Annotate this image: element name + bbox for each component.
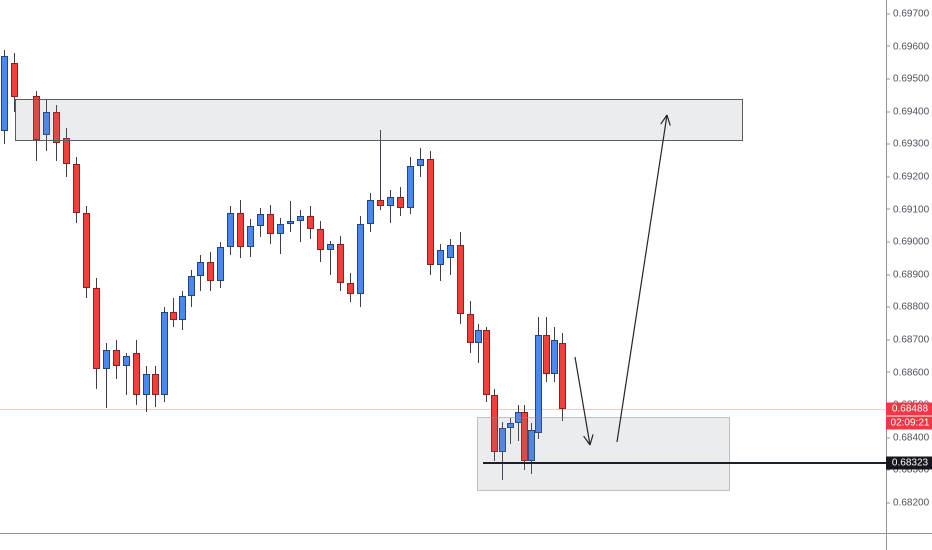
candle-down xyxy=(10,62,18,98)
candle-down xyxy=(112,349,120,367)
price-axis-label: 0.69200 xyxy=(886,172,929,183)
candle-down xyxy=(336,243,344,283)
candle-down xyxy=(376,199,384,207)
price-axis-label: 0.68900 xyxy=(886,269,929,280)
price-axis-label: 0.69100 xyxy=(886,204,929,215)
price-axis-label: 0.68700 xyxy=(886,335,929,346)
candle-wick xyxy=(299,209,301,243)
price-axis-label: 0.69300 xyxy=(886,139,929,150)
candle-down xyxy=(72,163,80,213)
candle-wick xyxy=(279,217,281,254)
candle-down xyxy=(482,330,490,396)
supply-zone[interactable] xyxy=(15,99,743,142)
candle-down xyxy=(396,196,404,208)
demand-zone[interactable] xyxy=(477,416,730,491)
candle-up xyxy=(386,196,394,207)
candle-down xyxy=(558,343,566,410)
support-level-line[interactable] xyxy=(483,461,886,464)
candle-wick xyxy=(509,418,511,445)
candle-wick xyxy=(289,201,291,233)
projection-up-arrow[interactable] xyxy=(616,114,671,443)
candle-up xyxy=(498,428,506,453)
candle-up xyxy=(142,374,150,396)
candle-up xyxy=(256,214,264,226)
candle-up xyxy=(216,247,224,282)
candle-down xyxy=(542,335,550,375)
chart-pane[interactable] xyxy=(0,0,886,533)
candle-up xyxy=(534,335,542,433)
candle-up xyxy=(196,261,204,277)
candle-down xyxy=(490,395,498,453)
candle-up xyxy=(436,250,444,265)
candle-up xyxy=(296,216,304,221)
candle-up xyxy=(102,349,110,370)
price-axis-label: 0.68600 xyxy=(886,367,929,378)
price-axis-label: 0.69600 xyxy=(886,41,929,52)
current-price-line xyxy=(0,409,886,411)
candle-down xyxy=(52,111,60,143)
candle-wick xyxy=(329,240,331,275)
candle-down xyxy=(82,212,90,288)
price-axis-label: 0.68400 xyxy=(886,432,929,443)
candle-down xyxy=(346,282,354,295)
candle-wick xyxy=(379,129,381,210)
candle-down xyxy=(236,212,244,248)
candle-up xyxy=(122,356,130,367)
time-axis[interactable]: 815:00131515:00202215:002729Feb xyxy=(0,533,932,550)
candle-up xyxy=(0,56,8,132)
candle-down xyxy=(32,95,40,140)
candle-up xyxy=(160,312,168,396)
candle-wick xyxy=(125,353,127,396)
support-price-badge: 0.68323 xyxy=(886,456,932,470)
price-axis-label: 0.69500 xyxy=(886,74,929,85)
candle-down xyxy=(316,229,324,251)
candle-up xyxy=(446,245,454,259)
candle-down xyxy=(92,287,100,370)
candle-up xyxy=(178,295,186,321)
candle-up xyxy=(506,423,514,428)
candle-wick xyxy=(105,343,107,409)
candle-down xyxy=(132,353,140,396)
candle-up xyxy=(474,330,482,344)
candle-up xyxy=(187,276,195,296)
price-axis-label: 0.69400 xyxy=(886,106,929,117)
price-axis-border xyxy=(886,0,887,550)
price-axis-label: 0.69700 xyxy=(886,9,929,20)
candle-up xyxy=(416,159,424,166)
candle-wick xyxy=(172,297,174,327)
candle-down xyxy=(62,137,70,164)
candle-wick xyxy=(389,190,391,223)
candle-down xyxy=(306,216,314,230)
price-axis-label: 0.68300 xyxy=(886,465,929,476)
candle-up xyxy=(406,165,414,208)
time-axis-border xyxy=(0,533,932,534)
price-axis-label: 0.68200 xyxy=(886,498,929,509)
candle-down xyxy=(266,214,274,235)
candle-down xyxy=(206,261,214,282)
candle-down xyxy=(151,374,159,396)
candle-up xyxy=(527,429,535,461)
candle-down xyxy=(169,312,177,321)
candle-up xyxy=(42,111,50,135)
candle-up xyxy=(550,340,558,375)
candle-up xyxy=(286,221,294,225)
projection-down-arrow[interactable] xyxy=(574,356,594,446)
price-axis[interactable]: 0.69700 0.69600 0.69500 0.69400 0.69300 0.692… xyxy=(886,0,932,533)
bar-countdown-badge[interactable]: 02:09:21 xyxy=(886,416,932,430)
arrow-drawings[interactable] xyxy=(0,0,886,533)
candle-up xyxy=(366,199,374,225)
candle-up xyxy=(226,212,234,248)
price-axis-label: 0.69000 xyxy=(886,237,929,248)
candle-down xyxy=(456,245,464,314)
candle-down xyxy=(426,159,434,265)
candle-up xyxy=(276,224,284,235)
price-axis-label: 0.68800 xyxy=(886,302,929,313)
candle-up xyxy=(326,243,334,251)
current-price-badge: 0.68488 xyxy=(886,402,932,416)
candle-up xyxy=(246,225,254,248)
candle-down xyxy=(466,313,474,344)
candle-down xyxy=(520,411,528,461)
candle-up xyxy=(356,224,364,295)
